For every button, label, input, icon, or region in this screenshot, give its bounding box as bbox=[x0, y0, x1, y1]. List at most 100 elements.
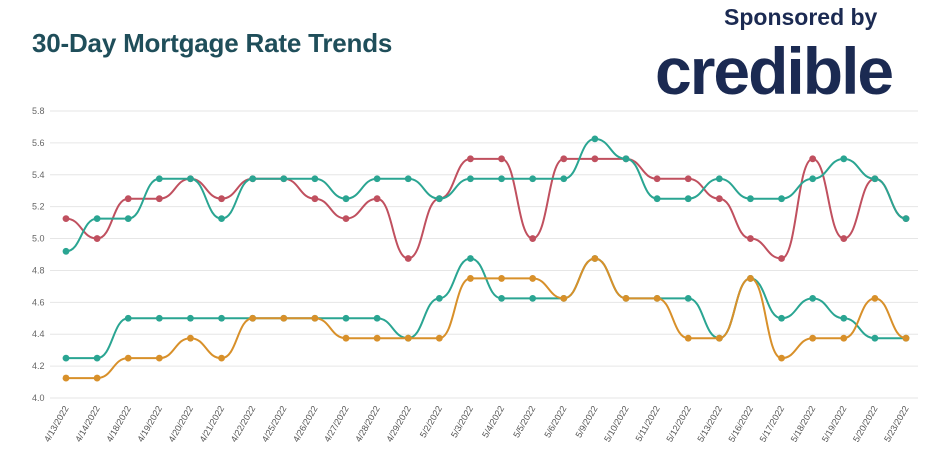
data-point bbox=[715, 334, 723, 342]
brand-logo: credible bbox=[655, 34, 894, 108]
data-point bbox=[840, 155, 848, 163]
data-point bbox=[467, 275, 474, 282]
data-point bbox=[342, 195, 350, 203]
x-tick-label: 4/21/2022 bbox=[198, 404, 227, 444]
data-point bbox=[498, 175, 505, 183]
series-lines bbox=[62, 135, 910, 382]
x-tick-label: 4/22/2022 bbox=[229, 404, 258, 444]
data-point bbox=[62, 354, 70, 362]
data-point bbox=[373, 334, 381, 342]
data-point bbox=[467, 255, 474, 262]
y-tick-label: 5.4 bbox=[32, 170, 45, 180]
series-line bbox=[65, 157, 907, 260]
data-point bbox=[560, 155, 568, 163]
x-tick-label: 4/20/2022 bbox=[166, 404, 195, 444]
data-point bbox=[93, 354, 101, 362]
data-point bbox=[435, 334, 443, 342]
data-point bbox=[249, 314, 257, 322]
data-point bbox=[715, 175, 723, 183]
y-tick-label: 4.2 bbox=[32, 361, 45, 371]
data-point bbox=[747, 235, 754, 242]
data-point bbox=[902, 215, 910, 223]
data-point bbox=[809, 334, 817, 342]
data-point bbox=[591, 135, 599, 143]
data-point bbox=[155, 175, 163, 183]
x-tick-label: 5/10/2022 bbox=[602, 404, 631, 444]
y-tick-label: 4.0 bbox=[32, 393, 45, 403]
data-point bbox=[498, 155, 505, 163]
series-line bbox=[65, 137, 907, 253]
x-tick-label: 4/18/2022 bbox=[104, 404, 133, 444]
data-point bbox=[902, 334, 910, 342]
x-tick-label: 5/17/2022 bbox=[758, 404, 787, 444]
data-point bbox=[404, 255, 412, 262]
data-point bbox=[435, 195, 443, 203]
data-point bbox=[342, 314, 350, 322]
data-point bbox=[809, 155, 817, 163]
data-point bbox=[653, 294, 661, 302]
data-point bbox=[591, 255, 599, 262]
x-tick-label: 4/26/2022 bbox=[291, 404, 320, 444]
data-point bbox=[529, 235, 537, 242]
x-tick-label: 5/4/2022 bbox=[480, 404, 506, 439]
data-point bbox=[498, 294, 505, 302]
x-tick-label: 4/13/2022 bbox=[42, 404, 71, 444]
series-4 bbox=[62, 255, 910, 382]
x-tick-label: 5/23/2022 bbox=[882, 404, 911, 444]
series-line bbox=[66, 257, 906, 360]
data-point bbox=[747, 195, 754, 203]
data-point bbox=[715, 195, 723, 203]
data-point bbox=[529, 294, 537, 302]
data-point bbox=[218, 195, 225, 203]
data-point bbox=[778, 354, 785, 362]
data-point bbox=[840, 334, 848, 342]
chart-title: 30-Day Mortgage Rate Trends bbox=[32, 28, 393, 58]
x-tick-label: 5/6/2022 bbox=[542, 404, 568, 439]
data-point bbox=[871, 294, 879, 302]
data-point bbox=[684, 294, 692, 302]
series-3 bbox=[62, 255, 910, 362]
y-tick-label: 5.8 bbox=[32, 106, 45, 116]
x-tick-label: 4/14/2022 bbox=[73, 404, 102, 444]
data-point bbox=[778, 255, 785, 262]
data-point bbox=[778, 195, 785, 203]
y-tick-label: 4.8 bbox=[32, 265, 45, 275]
y-tick-label: 5.0 bbox=[32, 234, 45, 244]
x-tick-label: 5/11/2022 bbox=[633, 404, 661, 443]
y-tick-label: 4.6 bbox=[32, 297, 45, 307]
series-1 bbox=[62, 155, 910, 262]
x-tick-label: 5/16/2022 bbox=[726, 404, 755, 444]
data-point bbox=[187, 334, 194, 342]
data-point bbox=[840, 235, 848, 242]
data-point bbox=[155, 314, 163, 322]
y-tick-label: 4.4 bbox=[32, 329, 45, 339]
data-point bbox=[124, 215, 132, 223]
data-point bbox=[622, 155, 630, 163]
x-tick-label: 5/2/2022 bbox=[418, 404, 444, 439]
data-point bbox=[124, 354, 132, 362]
data-point bbox=[809, 294, 817, 302]
data-point bbox=[218, 354, 225, 362]
data-point bbox=[809, 175, 817, 183]
data-point bbox=[187, 175, 194, 183]
y-tick-label: 5.6 bbox=[32, 138, 45, 148]
data-point bbox=[342, 334, 350, 342]
x-tick-label: 5/3/2022 bbox=[449, 404, 475, 439]
y-axis-ticks: 4.0 4.2 4.4 4.6 4.8 5.0 5.2 5.4 5.6 5.8 bbox=[32, 106, 45, 403]
x-tick-label: 5/18/2022 bbox=[789, 404, 818, 444]
data-point bbox=[404, 175, 412, 183]
data-point bbox=[840, 314, 848, 322]
sponsor-label: Sponsored by bbox=[724, 4, 878, 30]
x-tick-label: 5/12/2022 bbox=[664, 404, 693, 444]
x-tick-label: 5/5/2022 bbox=[511, 404, 537, 439]
x-tick-label: 4/29/2022 bbox=[384, 404, 413, 444]
x-tick-label: 4/25/2022 bbox=[260, 404, 289, 444]
data-point bbox=[93, 235, 101, 242]
data-point bbox=[560, 175, 568, 183]
data-point bbox=[155, 354, 163, 362]
data-point bbox=[311, 314, 319, 322]
data-point bbox=[373, 175, 381, 183]
data-point bbox=[747, 275, 754, 282]
data-point bbox=[280, 314, 288, 322]
